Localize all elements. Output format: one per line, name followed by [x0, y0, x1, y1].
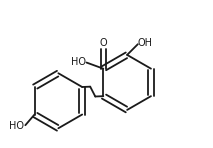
Text: HO: HO	[9, 121, 24, 131]
Text: HO: HO	[71, 57, 86, 67]
Text: O: O	[99, 38, 107, 48]
Text: OH: OH	[138, 38, 153, 48]
